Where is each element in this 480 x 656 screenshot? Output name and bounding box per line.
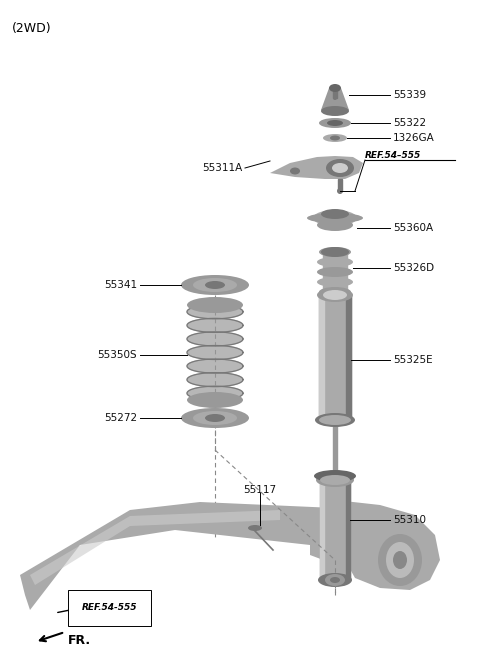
- Polygon shape: [187, 332, 243, 346]
- Ellipse shape: [321, 106, 349, 116]
- Text: 55310: 55310: [393, 515, 426, 525]
- Ellipse shape: [325, 574, 345, 586]
- Ellipse shape: [205, 414, 225, 422]
- Ellipse shape: [317, 257, 353, 267]
- Polygon shape: [187, 386, 243, 400]
- Ellipse shape: [317, 277, 353, 287]
- Ellipse shape: [313, 210, 357, 226]
- Text: FR.: FR.: [68, 634, 91, 647]
- Text: 55360A: 55360A: [393, 223, 433, 233]
- Ellipse shape: [321, 247, 349, 257]
- Ellipse shape: [205, 281, 225, 289]
- Text: (2WD): (2WD): [12, 22, 52, 35]
- Ellipse shape: [181, 408, 249, 428]
- Text: REF.54-555: REF.54-555: [82, 604, 137, 613]
- Ellipse shape: [323, 290, 347, 300]
- Ellipse shape: [330, 136, 340, 140]
- Polygon shape: [20, 502, 390, 610]
- Ellipse shape: [317, 267, 353, 277]
- Bar: [346, 480, 350, 580]
- Bar: [320, 480, 350, 580]
- Ellipse shape: [248, 525, 262, 531]
- Text: 55341: 55341: [104, 280, 137, 290]
- Ellipse shape: [181, 275, 249, 295]
- Polygon shape: [187, 359, 243, 373]
- Ellipse shape: [386, 542, 414, 578]
- Ellipse shape: [378, 534, 422, 586]
- Bar: [319, 295, 351, 420]
- Ellipse shape: [319, 287, 351, 297]
- Ellipse shape: [330, 577, 340, 583]
- Ellipse shape: [329, 84, 341, 92]
- Ellipse shape: [187, 392, 243, 408]
- Polygon shape: [187, 373, 243, 386]
- Text: 55325E: 55325E: [393, 355, 432, 365]
- Ellipse shape: [319, 247, 351, 257]
- Bar: [320, 480, 324, 580]
- Ellipse shape: [333, 96, 337, 100]
- Ellipse shape: [318, 573, 352, 587]
- Ellipse shape: [193, 411, 237, 425]
- Bar: [323, 252, 347, 292]
- Ellipse shape: [321, 289, 349, 299]
- Polygon shape: [187, 318, 243, 333]
- Polygon shape: [187, 305, 243, 319]
- Polygon shape: [187, 346, 243, 359]
- Ellipse shape: [315, 413, 355, 427]
- Text: REF.54–555: REF.54–555: [365, 151, 421, 160]
- Ellipse shape: [307, 213, 363, 223]
- Ellipse shape: [317, 288, 353, 302]
- Ellipse shape: [319, 415, 351, 425]
- Bar: [346, 295, 351, 420]
- Polygon shape: [335, 500, 440, 590]
- Ellipse shape: [319, 118, 351, 128]
- Ellipse shape: [187, 297, 243, 313]
- Bar: [319, 295, 324, 420]
- Ellipse shape: [290, 167, 300, 174]
- Ellipse shape: [393, 551, 407, 569]
- Text: 55117: 55117: [243, 485, 276, 495]
- Bar: [333, 88, 337, 98]
- Text: 55322: 55322: [393, 118, 426, 128]
- Ellipse shape: [314, 470, 356, 482]
- Text: 1326GA: 1326GA: [393, 133, 435, 143]
- Text: 55339: 55339: [393, 90, 426, 100]
- Ellipse shape: [326, 159, 354, 177]
- Ellipse shape: [316, 473, 354, 487]
- Bar: [338, 179, 342, 191]
- Ellipse shape: [317, 219, 353, 231]
- Ellipse shape: [321, 209, 349, 219]
- Ellipse shape: [193, 278, 237, 292]
- Ellipse shape: [332, 163, 348, 173]
- Polygon shape: [30, 510, 280, 585]
- Polygon shape: [270, 156, 363, 179]
- Text: 55326D: 55326D: [393, 263, 434, 273]
- Text: 55311A: 55311A: [202, 163, 242, 173]
- Ellipse shape: [337, 188, 343, 194]
- Polygon shape: [321, 88, 349, 110]
- Ellipse shape: [327, 120, 343, 126]
- Text: 55272: 55272: [104, 413, 137, 423]
- Ellipse shape: [320, 475, 350, 485]
- Polygon shape: [333, 475, 337, 485]
- Text: 55350S: 55350S: [97, 350, 137, 360]
- Ellipse shape: [323, 134, 347, 142]
- Bar: [333, 422, 337, 475]
